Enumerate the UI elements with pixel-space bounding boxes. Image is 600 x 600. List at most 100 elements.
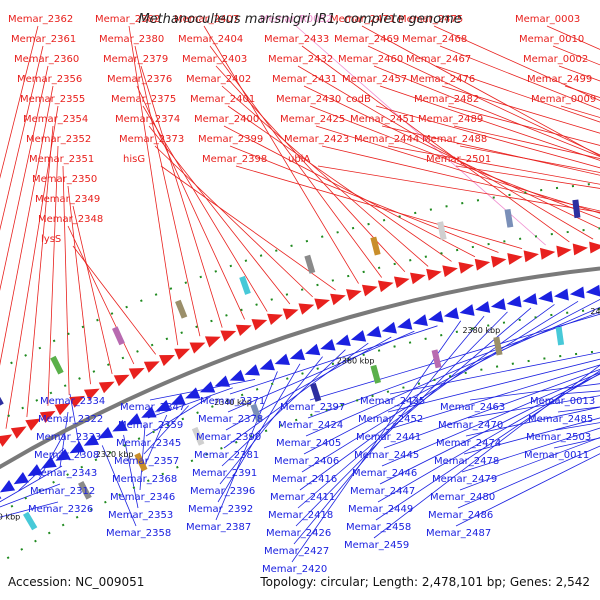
gene-label: Memar_2346 (110, 492, 175, 503)
feature-tracks (0, 199, 600, 531)
label-connector (467, 395, 600, 419)
forward-cds-arrow (442, 265, 458, 278)
reverse-cds-arrow (475, 301, 491, 313)
reverse-cds-arrow (569, 286, 585, 299)
gene-label: Memar_2418 (268, 510, 333, 521)
gene-label: Memar_2452 (358, 414, 423, 425)
forward-cds-arrow (346, 289, 362, 301)
label-connector (225, 336, 392, 431)
gene-label: Memar_2387 (186, 522, 251, 533)
gene-label: Memar_2479 (432, 474, 497, 485)
reverse-cds-arrow (229, 369, 245, 382)
feature-block (191, 426, 205, 446)
label-connector (377, 373, 600, 503)
gene-label: Memar_2426 (266, 528, 331, 539)
tick-label: 2380 kbp (462, 326, 500, 335)
label-connector (381, 372, 600, 467)
gene-label: Memar_2396 (190, 486, 255, 497)
gene-label: Memar_2485 (528, 414, 593, 425)
gene-label: Memar_2354 (23, 114, 88, 125)
gene-label: Memar_2446 (352, 468, 417, 479)
label-connector (301, 300, 579, 473)
label-connector (142, 105, 268, 312)
label-connector (379, 85, 600, 161)
label-connector (297, 307, 532, 509)
gene-label: ubiA (288, 154, 310, 165)
gene-label: hisG (123, 154, 145, 165)
reverse-cds-arrow (381, 321, 397, 334)
label-connector (0, 25, 39, 179)
forward-cds-arrow (0, 434, 13, 447)
reverse-cds-arrow (397, 317, 413, 330)
label-connector (303, 85, 600, 230)
reverse-cds-arrow (459, 304, 475, 316)
reverse-cds-arrow (490, 298, 506, 311)
gene-label: Memar_2489 (418, 114, 483, 125)
gene-label: Memar_2333 (36, 432, 101, 443)
forward-cds-arrow (25, 418, 42, 431)
reverse-cds-arrow (141, 406, 157, 418)
gene-label: Memar_2361 (11, 34, 76, 45)
label-connector (136, 85, 246, 320)
gene-label: Memar_2474 (436, 438, 501, 449)
label-connector (457, 445, 600, 509)
gene-label: Memar_2381 (194, 450, 259, 461)
label-connector (367, 45, 600, 156)
label-connector (309, 105, 600, 220)
tick-label: 2320 kbp (96, 450, 134, 459)
label-connector (0, 483, 61, 508)
gene-label: Memar_2397 (280, 402, 345, 413)
label-connector (139, 424, 146, 491)
gene-label: Memar_R0052 (260, 14, 332, 25)
reverse-cds-arrow (274, 353, 291, 366)
feature-block (23, 511, 38, 531)
label-connector (217, 363, 301, 503)
label-connector (0, 45, 44, 231)
reverse-cds-arrow (522, 293, 538, 305)
label-connectors (0, 25, 600, 563)
forward-cds-arrow (282, 308, 299, 320)
label-connector (229, 145, 499, 253)
feature-block (239, 275, 251, 295)
gene-label: Memar_2351 (29, 154, 94, 165)
forward-cds-arrow (298, 303, 315, 315)
label-connector (459, 145, 600, 173)
gene-label: Memar_2322 (38, 414, 103, 425)
feature-block (134, 452, 148, 472)
label-connector (223, 125, 476, 258)
label-connector (221, 349, 346, 467)
feature-block (504, 208, 514, 228)
gene-label: Memar_2435 (360, 396, 425, 407)
label-connector (215, 371, 278, 521)
label-connector (209, 45, 383, 278)
feature-block (309, 382, 322, 402)
reverse-cds-arrow (350, 330, 367, 342)
gene-label: Memar_2445 (354, 450, 419, 461)
gene-label: Memar_2352 (26, 134, 91, 145)
label-connector (389, 351, 600, 395)
label-connector (439, 45, 600, 110)
gene-label: Memar_2343 (32, 468, 97, 479)
label-connector (101, 445, 137, 527)
gene-label: Memar_2503 (526, 432, 591, 443)
forward-cds-arrow (10, 426, 27, 439)
gene-label: Memar_2482 (414, 94, 479, 105)
gene-label: Memar_2444 (354, 134, 419, 145)
gene-label: Memar_2376 (107, 74, 172, 85)
feature-block (78, 480, 92, 500)
forward-cds-arrow (69, 395, 85, 408)
forward-cds-arrow (474, 258, 491, 271)
label-connector (373, 364, 600, 539)
forward-cds-arrow (189, 342, 206, 354)
reverse-cds-arrow (443, 307, 459, 320)
gene-label: Memar_2371 (200, 396, 265, 407)
label-connector (291, 320, 462, 563)
gene-label: Memar_2350 (32, 174, 97, 185)
label-connector (26, 125, 54, 418)
gene-label: Memar_2403 (182, 54, 247, 65)
tick-label: 2340 kbp (214, 398, 252, 407)
label-connector (303, 298, 600, 455)
track-boundary (0, 182, 600, 371)
label-connector (227, 330, 415, 413)
